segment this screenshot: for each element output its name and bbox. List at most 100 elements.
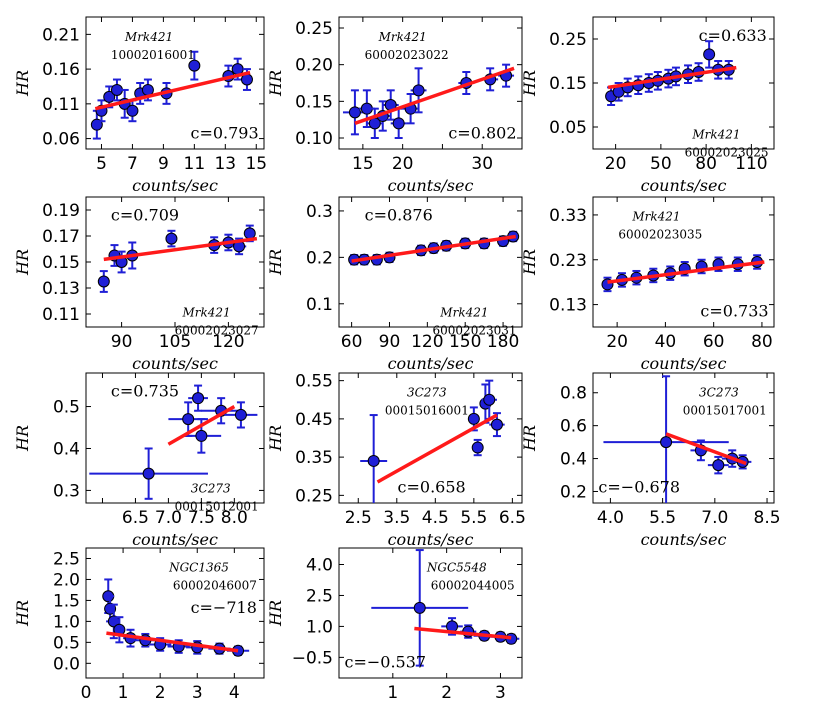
y-tick-label: 0.21: [42, 25, 80, 45]
y-tick-label: 0.13: [549, 296, 587, 316]
y-axis-label: HR: [13, 425, 32, 452]
panel-8: 2.5 3.5 4.5 5.5 6.5 0.25 0.35 0.45 0.55 counts/se…: [266, 372, 526, 549]
x-tick-label: 4: [229, 683, 240, 703]
x-tick-label: 7.0: [701, 508, 728, 528]
data-layer: [348, 230, 520, 266]
plot-frame: [85, 547, 265, 679]
y-axis-label: HR: [520, 425, 539, 452]
source-name: 3C273: [407, 385, 447, 399]
panel-5: 60 90 120 150 180 0.1 0.2 0.3 counts/sec HR Mrk421…: [266, 196, 523, 373]
obs-id: 60002044005: [431, 578, 515, 592]
x-tick-label: 2.5: [345, 508, 372, 528]
data-point: [234, 408, 247, 421]
data-point: [142, 467, 155, 480]
y-axis-label: HR: [266, 600, 285, 627]
x-tick-label: 0: [81, 683, 92, 703]
data-point: [471, 441, 484, 454]
x-tick-label: 120: [411, 332, 443, 352]
y-tick-label: 4.0: [306, 556, 333, 576]
x-axis-label: counts/sec: [641, 530, 727, 549]
data-layer: [605, 40, 737, 106]
data-point: [367, 454, 380, 467]
data-point: [103, 90, 116, 103]
fit-line: [354, 66, 515, 125]
data-point: [165, 232, 178, 245]
x-tick-label: 8.0: [221, 508, 248, 528]
correlation-value: c=0.633: [699, 26, 767, 45]
source-name: Mrk421: [181, 306, 230, 320]
x-tick-label: 20: [605, 154, 627, 174]
data-point: [412, 84, 425, 97]
obs-id: 60002023025: [685, 145, 769, 159]
data-point: [348, 106, 361, 119]
x-tick-label: 13: [214, 154, 236, 174]
source-name: Mrk421: [124, 30, 173, 44]
y-tick-label: 0.4: [560, 450, 587, 470]
obs-id: 00015017001: [683, 403, 767, 417]
x-tick-label: 180: [487, 332, 519, 352]
x-tick-label: 6.5: [499, 508, 526, 528]
x-tick-label: 7: [127, 154, 138, 174]
plot-frame: [592, 372, 775, 504]
x-tick-label: 20: [606, 332, 628, 352]
x-tick-label: 15: [352, 154, 374, 174]
obs-id: 60002046007: [173, 578, 257, 592]
y-tick-label: 0.05: [549, 118, 587, 138]
source-name: NGC5548: [426, 560, 487, 574]
y-tick-label: 0.15: [295, 92, 333, 112]
data-point: [413, 601, 426, 614]
fit-line: [607, 65, 737, 90]
x-axis-label: counts/sec: [641, 176, 727, 195]
y-tick-label: 0.3: [53, 481, 80, 501]
data-layer: [90, 50, 253, 140]
x-axis-label: counts/sec: [388, 705, 474, 708]
y-tick-label: 0.5: [53, 633, 80, 653]
x-tick-label: 4.5: [422, 508, 449, 528]
data-point: [182, 413, 195, 426]
y-axis-label: HR: [266, 249, 285, 276]
x-tick-label: 110: [735, 154, 767, 174]
source-name: Mrk421: [691, 127, 740, 141]
source-name: Mrk421: [378, 30, 427, 44]
panel-6: 20 40 60 80 0.13 0.23 0.33 counts/sec HR Mrk421 60…: [520, 196, 775, 373]
x-tick-label: 60: [703, 332, 725, 352]
y-tick-label: 0.13: [42, 279, 80, 299]
y-tick-label: 0.35: [295, 448, 333, 468]
y-tick-label: 0.17: [42, 227, 80, 247]
x-tick-label: 7.0: [155, 508, 182, 528]
y-axis-label: HR: [13, 600, 32, 627]
x-tick-label: 7.5: [188, 508, 215, 528]
y-tick-label: 0.8: [560, 384, 587, 404]
y-tick-label: 0.19: [42, 201, 80, 221]
x-tick-label: 1: [387, 683, 398, 703]
y-tick-label: 0.45: [295, 410, 333, 430]
obs-id: 00015016001: [385, 403, 469, 417]
x-tick-label: 2: [155, 683, 166, 703]
obs-id: 10002016001: [111, 48, 195, 62]
correlation-value: c=0.876: [365, 205, 433, 224]
source-name: NGC1365: [168, 560, 229, 574]
x-tick-label: 5: [96, 154, 107, 174]
y-tick-label: 1.0: [306, 617, 333, 637]
y-tick-label: 0.55: [295, 372, 333, 392]
y-tick-label: 0.33: [549, 206, 587, 226]
x-axis-label: counts/sec: [132, 354, 218, 373]
x-tick-label: 3: [192, 683, 203, 703]
x-tick-label: 60: [341, 332, 363, 352]
x-tick-label: 90: [111, 332, 133, 352]
x-axis-label: counts/sec: [132, 530, 218, 549]
plot-frame: [338, 196, 523, 328]
y-tick-label: 0.0: [53, 654, 80, 674]
correlation-value: c=−0.537: [344, 653, 426, 672]
panel-10: 0 1 2 3 4 0.00.51.01.52.02.5 counts/sec HR NGC13…: [13, 547, 265, 708]
x-tick-label: 3.5: [383, 508, 410, 528]
x-tick-label: 15: [245, 154, 267, 174]
x-tick-label: 80: [751, 332, 773, 352]
correlation-value: c=−718: [191, 598, 257, 617]
y-axis-label: HR: [13, 249, 32, 276]
x-tick-label: 6.5: [122, 508, 149, 528]
correlation-value: c=0.709: [111, 205, 179, 224]
data-point: [392, 117, 405, 130]
fit-line: [376, 413, 498, 484]
y-axis-label: HR: [520, 249, 539, 276]
